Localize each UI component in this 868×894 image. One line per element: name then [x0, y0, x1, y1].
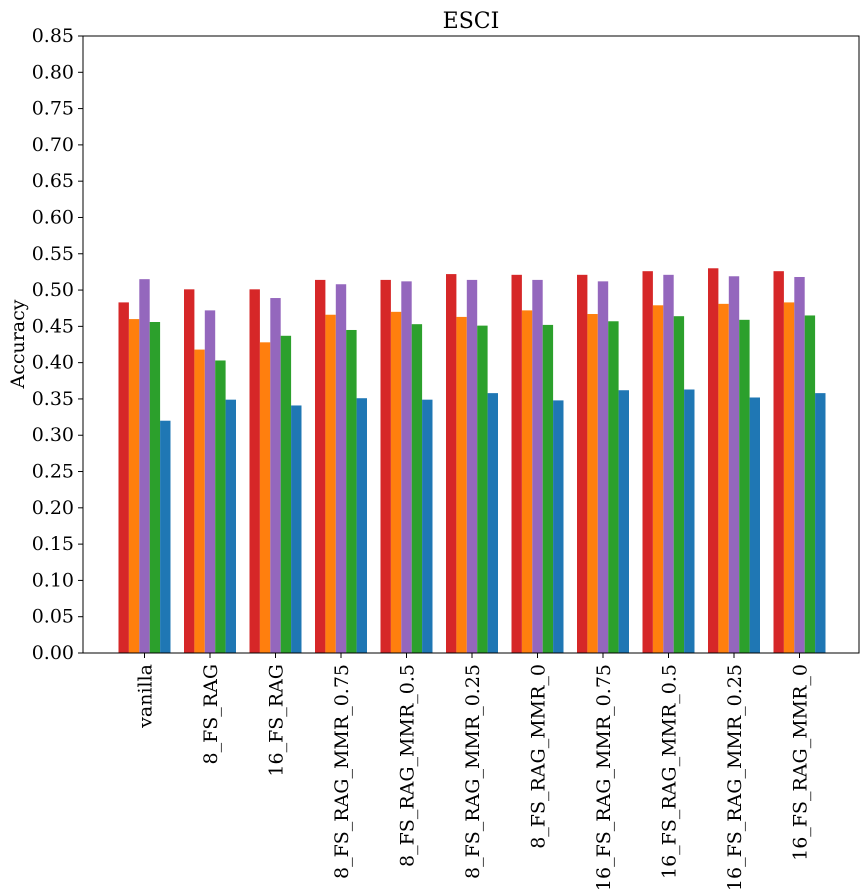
y-tick-label: 0.05 — [32, 606, 74, 628]
bar-s4-c9 — [749, 397, 760, 653]
bar-s3-c1 — [215, 360, 226, 653]
bar-s2-c0 — [139, 279, 150, 653]
x-tick-label: 8_FS_RAG_MMR_0.75 — [331, 664, 353, 879]
bar-s2-c5 — [466, 279, 478, 653]
x-tick-label: 16_FS_RAG_MMR_0.5 — [659, 664, 681, 879]
x-tick-label: 16_FS_RAG_MMR_0 — [790, 664, 812, 861]
bar-s0-c0 — [118, 302, 129, 653]
bar-s4-c7 — [618, 390, 629, 653]
bar-s4-c1 — [225, 399, 236, 653]
x-axis-ticks: vanilla 8_FS_RAG 16_FS_RAG 8_FS_RAG_MMR_0.7… — [135, 653, 812, 891]
bar-s0-c3 — [315, 279, 326, 653]
bar-s0-c7 — [577, 274, 588, 653]
bar-s4-c0 — [160, 420, 171, 653]
bar-s1-c4 — [390, 311, 402, 653]
y-tick-label: 0.70 — [32, 134, 74, 156]
x-tick-label: 8_FS_RAG — [200, 664, 222, 765]
x-tick-label: vanilla — [135, 664, 157, 729]
bar-s3-c8 — [673, 316, 685, 653]
y-tick-label: 0.60 — [32, 206, 74, 228]
chart-title: ESCI — [443, 9, 500, 34]
bar-s4-c6 — [553, 400, 564, 653]
y-tick-label: 0.75 — [32, 98, 74, 120]
bar-s3-c3 — [346, 329, 357, 653]
y-tick-label: 0.45 — [32, 315, 74, 337]
bar-s0-c9 — [708, 268, 719, 653]
bar-s1-c10 — [783, 302, 795, 653]
bar-s2-c9 — [728, 276, 740, 653]
y-tick-label: 0.80 — [32, 61, 74, 83]
bar-s2-c2 — [270, 298, 281, 653]
bar-s0-c8 — [642, 271, 653, 653]
y-tick-label: 0.00 — [32, 642, 74, 664]
bar-s0-c6 — [511, 274, 522, 653]
y-tick-label: 0.25 — [32, 461, 74, 483]
bar-s2-c10 — [794, 276, 805, 653]
bar-s3-c2 — [280, 335, 292, 653]
y-tick-label: 0.10 — [32, 569, 74, 591]
y-axis-ticks: 0.00 0.05 0.10 0.15 0.20 0.25 0.30 0.35 0.40 0.45… — [32, 25, 83, 664]
bar-s4-c4 — [422, 399, 433, 653]
bar-s2-c3 — [335, 284, 347, 653]
x-tick-label: 16_FS_RAG — [266, 664, 288, 777]
bar-s1-c0 — [128, 319, 140, 653]
bar-s3-c6 — [542, 324, 554, 653]
bar-s3-c9 — [739, 319, 750, 653]
y-tick-label: 0.30 — [32, 424, 74, 446]
bar-s3-c7 — [608, 321, 619, 653]
bar-s1-c5 — [456, 316, 467, 653]
plot-frame — [82, 35, 860, 654]
bar-s0-c5 — [446, 274, 457, 653]
bar-s1-c6 — [521, 310, 533, 653]
x-tick-label: 8_FS_RAG_MMR_0 — [528, 664, 550, 849]
bar-s2-c1 — [204, 310, 216, 653]
y-tick-label: 0.40 — [32, 352, 74, 374]
bar-s2-c6 — [532, 279, 543, 653]
bar-s1-c1 — [194, 349, 205, 653]
x-tick-label: 16_FS_RAG_MMR_0.25 — [724, 664, 746, 891]
bar-s0-c10 — [773, 271, 784, 653]
bar-s2-c4 — [401, 281, 412, 653]
y-axis-title: Accuracy — [7, 299, 29, 389]
bar-s4-c10 — [815, 393, 826, 653]
bar-s2-c8 — [663, 274, 674, 653]
bar-s4-c3 — [356, 398, 367, 653]
y-tick-label: 0.35 — [32, 388, 74, 410]
x-tick-label: 8_FS_RAG_MMR_0.25 — [462, 664, 484, 879]
bar-s1-c2 — [259, 342, 271, 653]
y-tick-label: 0.50 — [32, 279, 74, 301]
bar-s4-c2 — [291, 405, 302, 653]
bar-s1-c9 — [718, 303, 729, 653]
y-tick-label: 0.65 — [32, 170, 74, 192]
bar-s4-c5 — [487, 393, 498, 653]
y-tick-label: 0.20 — [32, 497, 74, 519]
x-tick-label: 16_FS_RAG_MMR_0.75 — [593, 664, 615, 891]
bar-s0-c4 — [380, 279, 391, 653]
bar-s2-c7 — [597, 281, 609, 653]
x-tick-label: 8_FS_RAG_MMR_0.5 — [397, 664, 419, 867]
bar-s3-c0 — [149, 322, 161, 653]
bar-s1-c7 — [587, 314, 598, 653]
y-tick-label: 0.55 — [32, 243, 74, 265]
bars-group — [118, 268, 826, 653]
bar-s3-c5 — [477, 325, 488, 653]
bar-s3-c10 — [804, 315, 816, 653]
bar-s0-c2 — [249, 289, 260, 653]
bar-s4-c8 — [684, 389, 695, 653]
bar-s0-c1 — [184, 289, 195, 653]
bar-s1-c3 — [325, 314, 336, 653]
y-tick-label: 0.15 — [32, 533, 74, 555]
bar-s3-c4 — [411, 324, 423, 653]
y-tick-label: 0.85 — [32, 25, 74, 47]
bar-s1-c8 — [652, 305, 664, 653]
